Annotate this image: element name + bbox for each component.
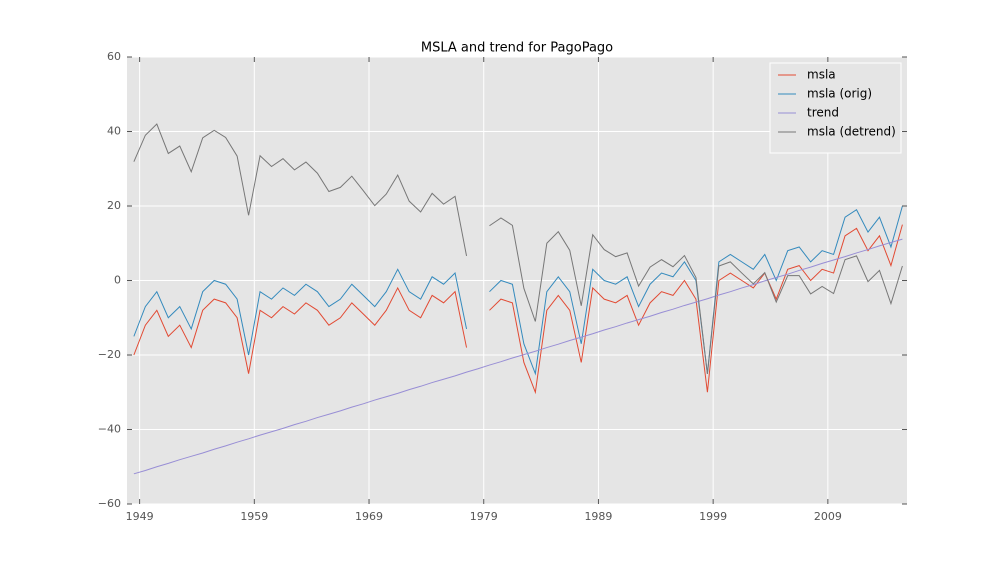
legend-label: trend (807, 106, 839, 120)
y-tick-label: −60 (98, 497, 121, 510)
y-tick-label: 60 (107, 50, 121, 63)
series-line (133, 123, 903, 375)
y-tick-label: 0 (114, 274, 121, 287)
y-tick-label: 40 (107, 125, 121, 138)
x-tick-label: 1979 (470, 510, 498, 523)
y-tick-label: −40 (98, 423, 121, 436)
legend-label: msla (807, 68, 836, 82)
x-tick-label: 1989 (584, 510, 612, 523)
x-tick-label: 1959 (240, 510, 268, 523)
legend-box (769, 62, 902, 154)
x-tick-label: 1999 (699, 510, 727, 523)
y-tick-label: 20 (107, 199, 121, 212)
x-tick-label: 1949 (126, 510, 154, 523)
legend-label: msla (detrend) (807, 125, 896, 139)
x-tick-label: 1969 (355, 510, 383, 523)
x-tick-label: 2009 (814, 510, 842, 523)
series-line (133, 224, 903, 395)
series-line (133, 238, 903, 475)
chart-title: MSLA and trend for PagoPago (421, 41, 613, 56)
y-tick-label: −20 (98, 348, 121, 361)
legend-label: msla (orig) (807, 87, 872, 101)
